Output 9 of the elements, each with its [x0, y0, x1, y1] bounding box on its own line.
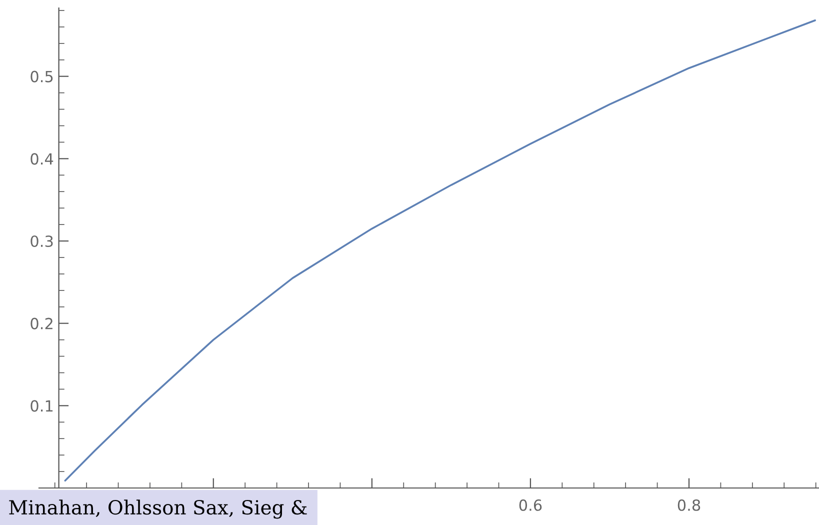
text: Minahan, Ohlsson Sax, Sieg & — [9, 500, 307, 519]
y-tick-label: 0.1 — [30, 400, 53, 412]
line-series — [64, 19, 816, 482]
y-tick-label: 0.2 — [30, 318, 52, 330]
x-tick-label: 0.6 — [519, 499, 542, 511]
x-tick-label: 0.8 — [678, 499, 700, 511]
y-tick-label: 0.4 — [30, 153, 54, 165]
y-tick-label: 0.5 — [30, 70, 53, 82]
y-tick-label: 0.3 — [30, 235, 53, 248]
